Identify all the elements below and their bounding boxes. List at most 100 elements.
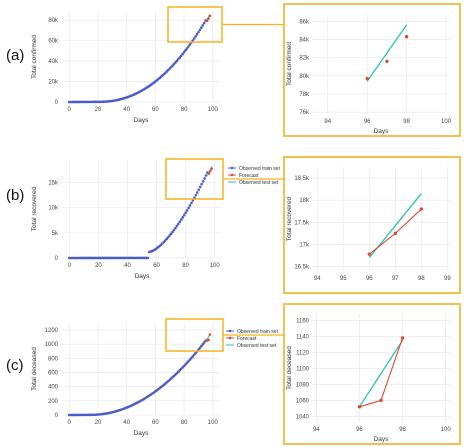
- train-point: [198, 185, 202, 189]
- train-point: [185, 47, 189, 50]
- test-series-line: [366, 24, 408, 82]
- y-tick-label: 18.5k: [294, 176, 310, 182]
- y-tick-label: 800: [48, 356, 59, 362]
- train-point: [178, 220, 182, 224]
- panel-label: (c): [6, 357, 24, 374]
- train-point: [175, 224, 179, 228]
- x-tick-label: 96: [356, 427, 363, 433]
- forecast-point: [419, 207, 424, 211]
- x-tick-label: 60: [152, 420, 159, 426]
- y-tick-label: 1200: [45, 328, 59, 334]
- y-tick-label: 1160: [296, 318, 310, 324]
- chart-row-2: (c) 0 200 400 600 800 1000 1200 0 20 40 60 80 100 Days…: [6, 303, 461, 445]
- train-point: [168, 234, 171, 237]
- x-tick-label: 98: [403, 119, 410, 125]
- y-tick-label: 17k: [299, 242, 310, 248]
- y-tick-label: 1080: [296, 382, 310, 388]
- x-tick-label: 0: [68, 107, 72, 113]
- x-tick-label: 100: [208, 420, 219, 426]
- train-point: [174, 226, 177, 230]
- x-tick-label: 80: [181, 107, 188, 113]
- train-point: [198, 28, 202, 32]
- forecast-point: [400, 336, 405, 340]
- y-tick-label: 76k: [299, 110, 310, 116]
- y-axis-label: Total confirmed: [286, 42, 293, 86]
- x-tick-label: 20: [95, 263, 102, 269]
- train-point: [200, 344, 203, 348]
- y-axis-label: Total confirmed: [31, 35, 38, 79]
- y-tick-label: 0: [55, 413, 59, 419]
- x-tick-label: 80: [182, 263, 189, 269]
- y-tick-label: 0: [55, 256, 59, 262]
- train-point: [197, 188, 201, 192]
- train-point: [203, 177, 206, 180]
- train-point: [204, 174, 208, 177]
- x-axis-label: Days: [374, 436, 390, 443]
- y-tick-label: 1140: [296, 334, 310, 340]
- y-tick-label: 86k: [299, 19, 310, 25]
- legend-label: Forecast: [239, 173, 259, 179]
- train-point: [202, 341, 206, 344]
- train-point: [200, 182, 203, 186]
- legend-marker: [228, 336, 232, 340]
- x-tick-label: 99: [444, 276, 451, 282]
- train-point: [200, 26, 203, 29]
- legend-marker: [230, 166, 234, 170]
- x-tick-label: 20: [95, 107, 102, 113]
- train-point: [182, 213, 186, 217]
- zoom-highlight-box: [165, 318, 224, 352]
- forecast-point: [209, 169, 212, 173]
- x-axis-label: Days: [134, 430, 150, 437]
- y-tick-label: 1060: [296, 398, 310, 404]
- forecast-point: [393, 231, 398, 236]
- x-axis-label: Days: [134, 117, 150, 124]
- x-tick-label: 96: [364, 119, 371, 125]
- zoom-chart-2: 1040 1060 1080 1100 1120 1140 1160 94 96 98 100 Day…: [283, 303, 461, 445]
- train-point: [202, 21, 206, 25]
- zoom-chart-1: 16.5k 17k 17.5k 18k 18.5k 94 95 96 97 98 99 Total r…: [283, 156, 461, 294]
- train-point: [166, 235, 170, 239]
- train-point: [177, 222, 180, 226]
- forecast-point: [404, 35, 409, 39]
- y-tick-label: 1040: [296, 414, 310, 420]
- y-tick-label: 0: [55, 100, 59, 106]
- y-tick-label: 600: [48, 371, 59, 377]
- zoom-frame: [283, 303, 461, 445]
- x-tick-label: 80: [181, 420, 188, 426]
- train-point: [146, 256, 150, 260]
- x-tick-label: 100: [441, 427, 452, 433]
- train-point: [184, 49, 187, 52]
- x-axis-label: Days: [135, 273, 151, 280]
- panel-label: (b): [6, 187, 24, 204]
- forecast-point: [208, 14, 212, 18]
- zoom-frame: [283, 3, 461, 137]
- legend-label: Forecast: [237, 336, 257, 342]
- y-tick-label: 82k: [299, 56, 310, 62]
- y-tick-label: 80k: [48, 18, 59, 24]
- train-point: [182, 50, 186, 54]
- x-tick-label: 20: [95, 420, 102, 426]
- y-tick-label: 10k: [48, 206, 59, 212]
- train-point: [185, 209, 189, 212]
- y-tick-label: 20k: [48, 80, 59, 86]
- forecast-point: [207, 172, 211, 175]
- y-tick-label: 60k: [48, 39, 59, 45]
- x-tick-label: 100: [210, 263, 221, 269]
- train-point: [195, 191, 199, 194]
- y-axis-label: Total recovered: [286, 196, 293, 241]
- train-point: [178, 56, 182, 59]
- zoom-frame: [283, 156, 461, 294]
- x-tick-label: 40: [123, 420, 130, 426]
- x-tick-label: 100: [441, 119, 452, 125]
- train-point: [172, 228, 176, 232]
- x-tick-label: 40: [124, 263, 131, 269]
- train-point: [194, 35, 197, 38]
- legend-label: Observed test set: [237, 343, 277, 349]
- y-tick-label: 200: [48, 399, 59, 405]
- train-point: [169, 232, 173, 236]
- zoom-chart-0: 76k 78k 80k 82k 84k 86k 94 96 98 100 Days Total con…: [283, 3, 461, 137]
- x-tick-label: 95: [340, 276, 347, 282]
- train-point: [181, 216, 185, 219]
- legend-label: Observed test set: [239, 180, 279, 186]
- forecast-point: [207, 17, 210, 20]
